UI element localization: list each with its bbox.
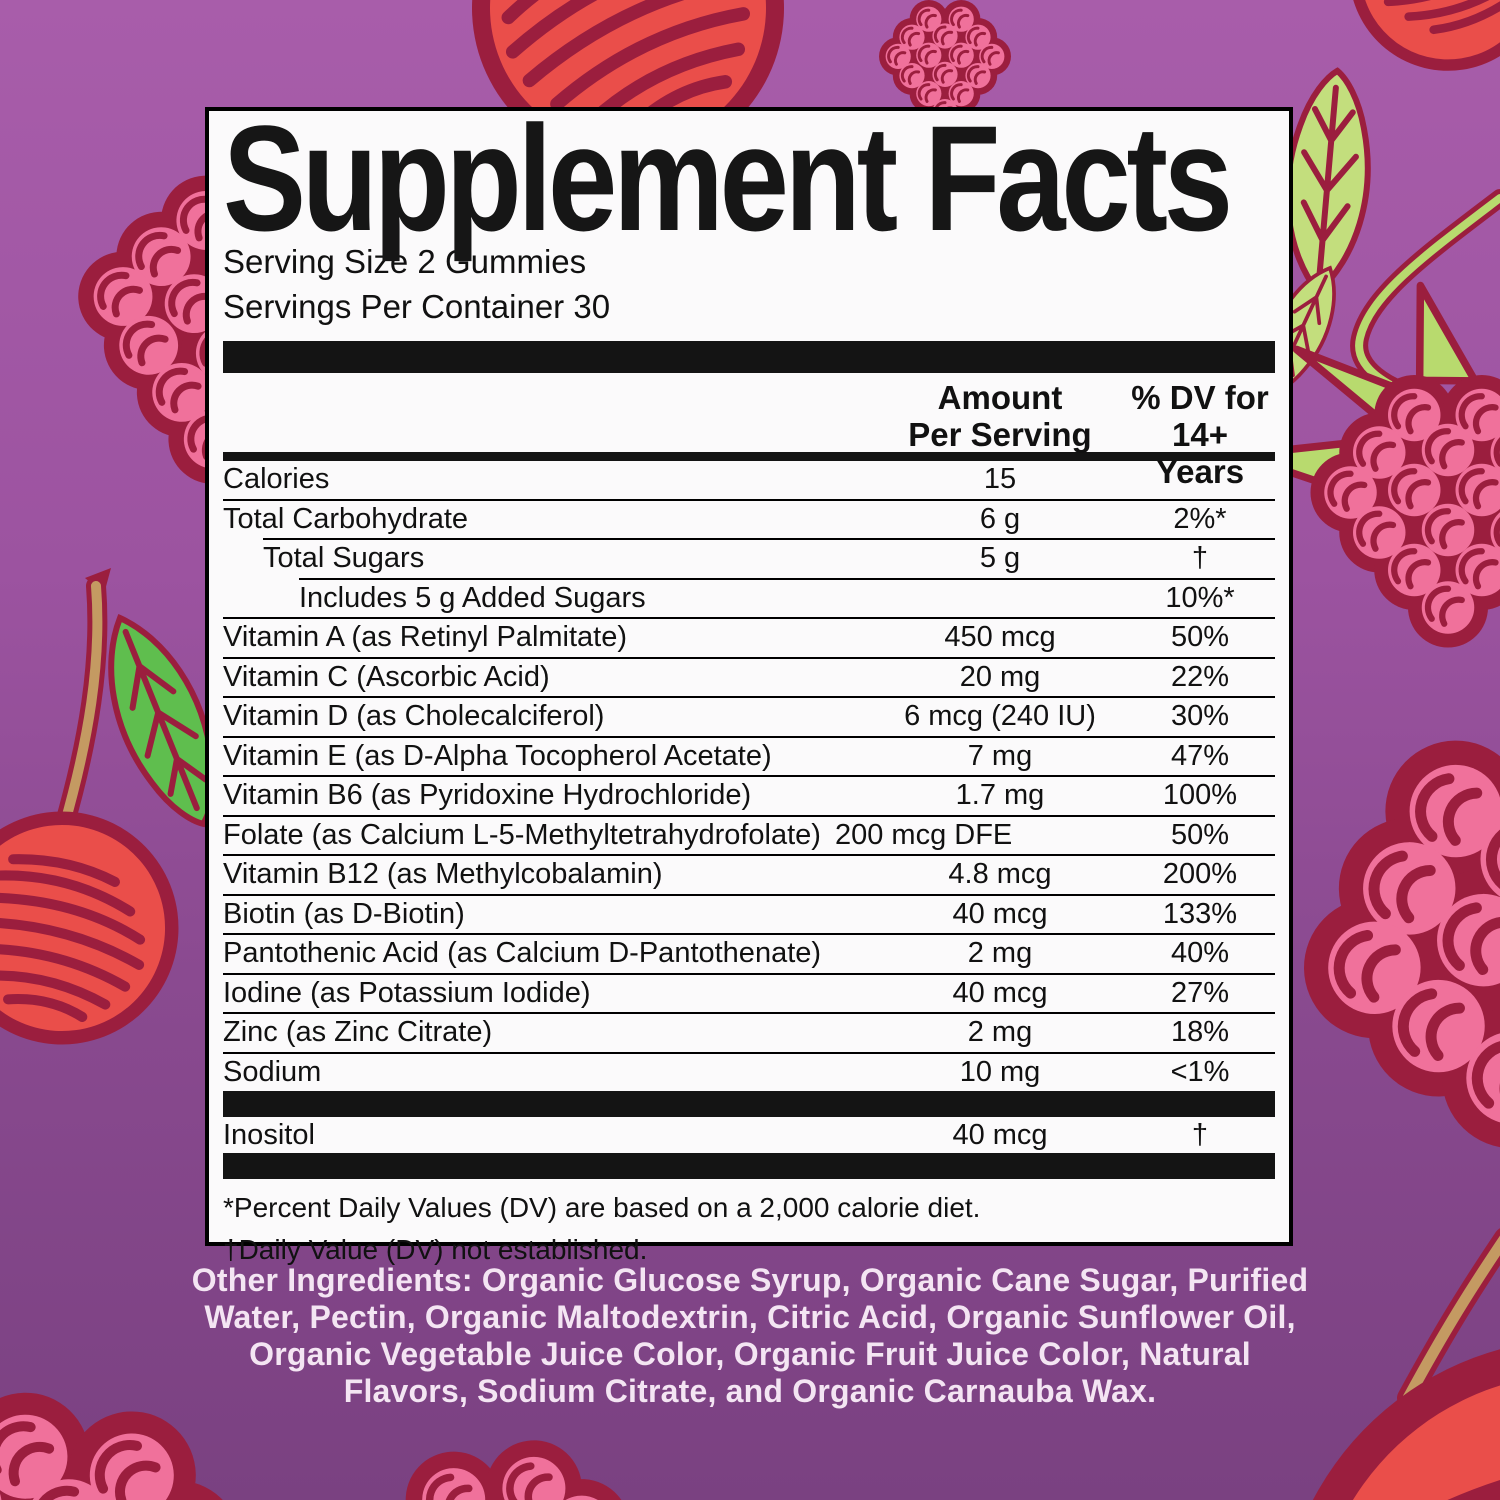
label-title: Supplement Facts xyxy=(223,94,1233,262)
cherry-stem-illustration xyxy=(54,568,111,836)
ingredients-line: Organic Vegetable Juice Color, Organic F… xyxy=(249,1336,1251,1372)
ingredients-line: Flavors, Sodium Citrate, and Organic Car… xyxy=(343,1373,1157,1409)
divider-bar xyxy=(223,1091,1275,1117)
table-row: Inositol 40 mcg † xyxy=(223,1118,1209,1151)
cherry-stem-illustration xyxy=(1397,1228,1500,1409)
ingredients-line: Other Ingredients: Organic Glucose Syrup… xyxy=(191,1262,1309,1298)
divider-bar xyxy=(223,341,1275,373)
divider-bar xyxy=(223,452,1275,461)
table-row: Vitamin A (as Retinyl Palmitate) 450 mcg… xyxy=(223,617,1275,657)
table-row: Vitamin D (as Cholecalciferol) 6 mcg (24… xyxy=(223,696,1275,736)
column-header-amount: Amount Per Serving xyxy=(908,379,1092,453)
footnote-dv: *Percent Daily Values (DV) are based on … xyxy=(223,1192,981,1223)
leaf-illustration xyxy=(1279,67,1377,295)
table-row: Zinc (as Zinc Citrate) 2 mg 18% xyxy=(223,1012,1275,1052)
table-row: Vitamin B6 (as Pyridoxine Hydrochloride)… xyxy=(223,775,1275,815)
other-ingredients: Other Ingredients: Organic Glucose Syrup… xyxy=(90,1262,1410,1410)
table-row: Vitamin B12 (as Methylcobalamin) 4.8 mcg… xyxy=(223,854,1275,894)
divider-bar xyxy=(223,1153,1275,1179)
raspberry-illustration xyxy=(324,1423,696,1500)
table-row: Vitamin C (Ascorbic Acid) 20 mg 22% xyxy=(223,656,1275,697)
table-row: Total Sugars 5 g † xyxy=(263,538,1275,578)
table-row: Total Carbohydrate 6 g 2%* xyxy=(223,498,1275,539)
cherry-illustration xyxy=(0,785,205,1070)
table-row: Includes 5 g Added Sugars 10%* xyxy=(299,577,1275,618)
nutrient-table: Calories 15 Total Carbohydrate 6 g 2%* T… xyxy=(223,461,1275,1091)
table-row: Iodine (as Potassium Iodide) 40 mcg 27% xyxy=(223,972,1275,1013)
table-row: Biotin (as D-Biotin) 40 mcg 133% xyxy=(223,893,1275,934)
serving-size: Serving Size 2 Gummies xyxy=(223,243,587,280)
table-header: Amount Per Serving % DV for 14+ Years xyxy=(223,373,1275,490)
table-row: Calories 15 xyxy=(223,463,1017,496)
table-row: Sodium 10 mg <1% xyxy=(223,1051,1275,1092)
supplement-facts-label: Supplement Facts Serving Size 2 Gummies … xyxy=(205,94,1293,1265)
table-row: Vitamin E (as D-Alpha Tocopherol Acetate… xyxy=(223,735,1275,776)
table-row: Folate (as Calcium L-5-Methyltetrahydrof… xyxy=(223,814,1275,855)
footnote-dagger: †Daily Value (DV) not established. xyxy=(223,1234,648,1265)
servings-per-container: Servings Per Container 30 xyxy=(223,288,611,325)
table-row: Pantothenic Acid (as Calcium D-Pantothen… xyxy=(223,933,1275,973)
raspberry-illustration xyxy=(1263,679,1500,1249)
ingredients-line: Water, Pectin, Organic Maltodextrin, Cit… xyxy=(204,1299,1296,1335)
column-header-dv: % DV for 14+ Years xyxy=(1131,379,1269,490)
footnotes: *Percent Daily Values (DV) are based on … xyxy=(223,1179,1275,1271)
